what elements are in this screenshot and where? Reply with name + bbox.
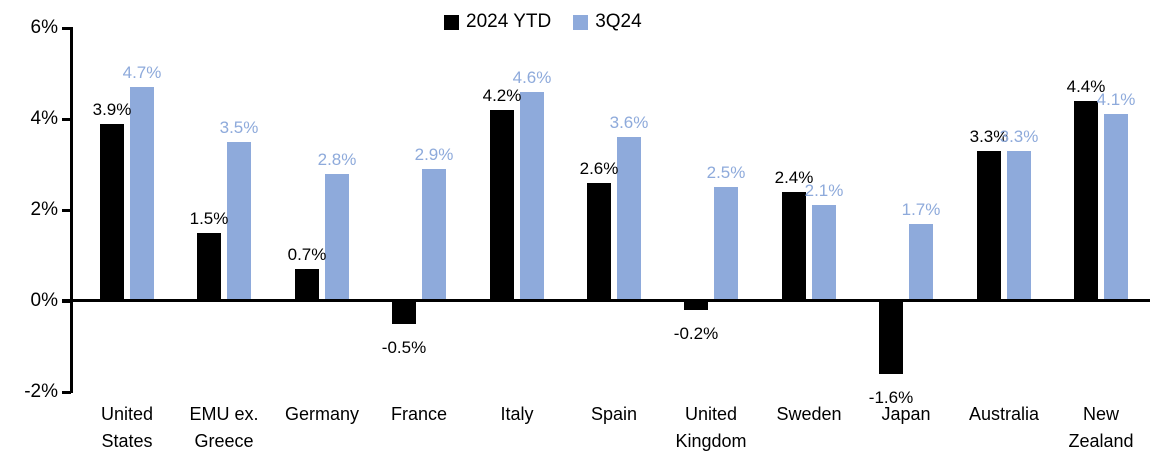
- x-axis-label-new-zealand: New Zealand: [1068, 404, 1134, 451]
- legend-label: 3Q24: [595, 11, 642, 32]
- x-axis-label-germany: Germany: [284, 404, 360, 424]
- bar-2024-ytd-italy: [490, 110, 514, 301]
- x-axis-label-france: France: [390, 404, 448, 424]
- x-axis-label-sweden: Sweden: [776, 404, 842, 424]
- y-tick-label: 4%: [30, 108, 58, 129]
- value-label-2024-ytd-united-states: 3.9%: [92, 100, 132, 119]
- y-tick-label: 0%: [30, 290, 58, 311]
- value-label-3q24-germany: 2.8%: [317, 150, 357, 169]
- bar-2024-ytd-united-states: [100, 124, 124, 301]
- y-tick-mark: [62, 118, 71, 121]
- bar-3q24-sweden: [812, 205, 836, 301]
- x-axis-line: [62, 299, 1150, 302]
- x-axis-label-spain: Spain: [590, 404, 638, 424]
- value-label-3q24-united-kingdom: 2.5%: [706, 163, 746, 182]
- bar-2024-ytd-australia: [977, 151, 1001, 301]
- value-label-2024-ytd-france: -0.5%: [381, 338, 427, 357]
- bar-3q24-france: [422, 169, 446, 301]
- value-label-3q24-united-states: 4.7%: [122, 63, 162, 82]
- x-axis-label-italy: Italy: [500, 404, 534, 424]
- value-label-3q24-japan: 1.7%: [901, 200, 941, 219]
- value-label-2024-ytd-emu-ex-greece: 1.5%: [189, 209, 229, 228]
- bar-2024-ytd-spain: [587, 183, 611, 301]
- value-label-3q24-new-zealand: 4.1%: [1096, 90, 1136, 109]
- y-tick-mark: [62, 391, 71, 394]
- bar-3q24-australia: [1007, 151, 1031, 301]
- value-label-3q24-emu-ex-greece: 3.5%: [219, 118, 259, 137]
- value-label-2024-ytd-new-zealand: 4.4%: [1066, 77, 1106, 96]
- bar-3q24-new-zealand: [1104, 114, 1128, 301]
- bar-2024-ytd-united-kingdom: [684, 301, 708, 310]
- value-label-3q24-italy: 4.6%: [512, 68, 552, 87]
- bar-2024-ytd-new-zealand: [1074, 101, 1098, 301]
- value-label-2024-ytd-united-kingdom: -0.2%: [673, 324, 719, 343]
- x-axis-label-united-states: United States: [100, 404, 154, 451]
- bar-2024-ytd-sweden: [782, 192, 806, 301]
- x-axis-label-united-kingdom: United Kingdom: [675, 404, 747, 451]
- y-axis-line: [70, 27, 73, 393]
- bar-2024-ytd-france: [392, 301, 416, 324]
- value-label-2024-ytd-italy: 4.2%: [482, 86, 522, 105]
- bar-3q24-japan: [909, 224, 933, 301]
- y-tick-mark: [62, 27, 71, 30]
- y-tick-label: 6%: [30, 17, 58, 38]
- value-label-3q24-sweden: 2.1%: [804, 181, 844, 200]
- value-label-3q24-australia: 3.3%: [999, 127, 1039, 146]
- bar-3q24-united-kingdom: [714, 187, 738, 301]
- bar-3q24-italy: [520, 92, 544, 301]
- legend-swatch-2024-ytd: [444, 14, 459, 30]
- y-tick-label: -2%: [24, 381, 58, 402]
- x-axis-label-australia: Australia: [968, 404, 1040, 424]
- value-label-3q24-france: 2.9%: [414, 145, 454, 164]
- value-label-2024-ytd-sweden: 2.4%: [774, 168, 814, 187]
- legend-swatch-3q24: [573, 14, 589, 30]
- value-label-2024-ytd-germany: 0.7%: [287, 245, 327, 264]
- bar-3q24-emu-ex-greece: [227, 142, 251, 301]
- bar-2024-ytd-emu-ex-greece: [197, 233, 221, 301]
- bar-2024-ytd-germany: [295, 269, 319, 301]
- x-axis-label-emu-ex-greece: EMU ex. Greece: [189, 404, 259, 451]
- bar-3q24-united-states: [130, 87, 154, 301]
- value-label-2024-ytd-australia: 3.3%: [969, 127, 1009, 146]
- value-label-3q24-spain: 3.6%: [609, 113, 649, 132]
- bar-2024-ytd-japan: [879, 301, 903, 374]
- x-axis-label-japan: Japan: [881, 404, 931, 424]
- value-label-2024-ytd-japan: -1.6%: [868, 388, 914, 407]
- bar-3q24-spain: [617, 137, 641, 301]
- legend-item-3q24: 3Q24: [573, 11, 642, 33]
- y-tick-label: 2%: [30, 199, 58, 220]
- legend-label: 2024 YTD: [466, 11, 552, 32]
- bar-3q24-germany: [325, 174, 349, 301]
- legend-item-2024-ytd: 2024 YTD: [444, 11, 551, 33]
- y-tick-mark: [62, 209, 71, 212]
- value-label-2024-ytd-spain: 2.6%: [579, 159, 619, 178]
- chart-legend: 2024 YTD 3Q24: [444, 11, 642, 33]
